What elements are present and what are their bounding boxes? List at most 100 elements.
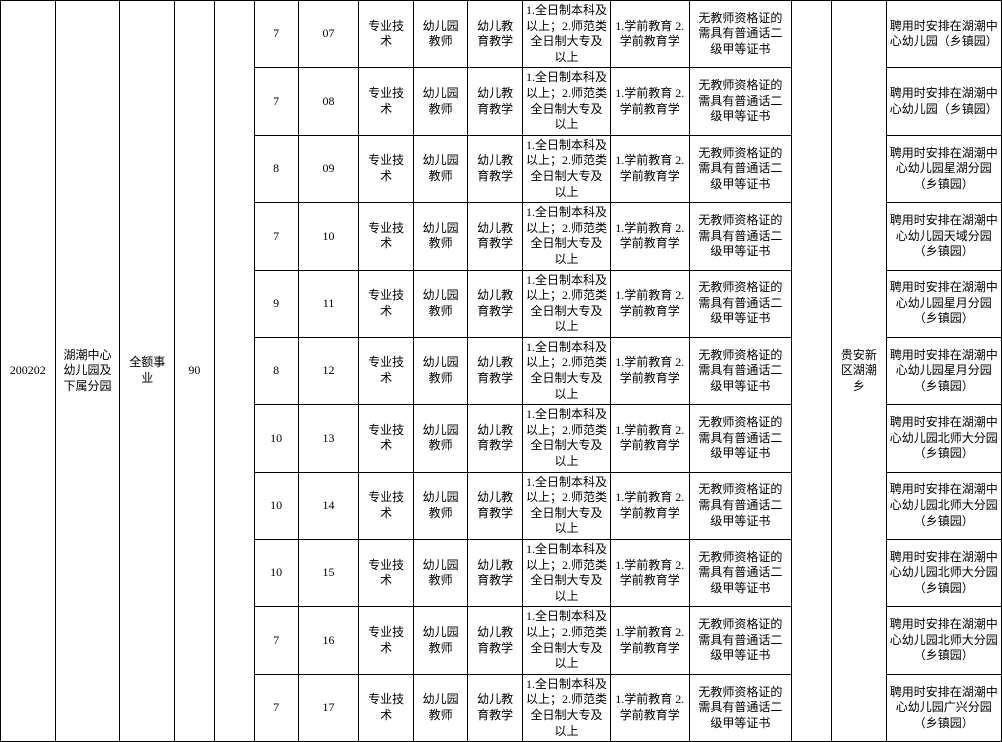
row-count: 8 [254, 337, 298, 404]
row-number: 14 [298, 472, 359, 539]
row-count: 9 [254, 270, 298, 337]
row-education: 1.全日制本科及以上；2.师范类全日制大专及以上 [522, 270, 610, 337]
row-count: 10 [254, 540, 298, 607]
row-education: 1.全日制本科及以上；2.师范类全日制大专及以上 [522, 203, 610, 270]
row-note: 聘用时安排在湖潮中心幼儿园星月分园（乡镇园） [886, 270, 1001, 337]
row-position: 幼儿园教师 [413, 674, 468, 741]
row-major: 1.学前教育 2.学前教育学 [610, 1, 689, 68]
row-cert: 无教师资格证的需具有普通话二级甲等证书 [689, 674, 792, 741]
row-education: 1.全日制本科及以上；2.师范类全日制大专及以上 [522, 405, 610, 472]
row-note: 聘用时安排在湖潮中心幼儿园北师大分园（乡镇园） [886, 540, 1001, 607]
row-note: 聘用时安排在湖潮中心幼儿园天域分园（乡镇园） [886, 203, 1001, 270]
row-subject: 幼儿教育教学 [468, 337, 523, 404]
row-note: 聘用时安排在湖潮中心幼儿园星湖分园（乡镇园） [886, 135, 1001, 202]
row-cert: 无教师资格证的需具有普通话二级甲等证书 [689, 135, 792, 202]
row-note: 聘用时安排在湖潮中心幼儿园（乡镇园） [886, 68, 1001, 135]
row-major: 1.学前教育 2.学前教育学 [610, 472, 689, 539]
row-position: 幼儿园教师 [413, 405, 468, 472]
row-count: 7 [254, 68, 298, 135]
row-education: 1.全日制本科及以上；2.师范类全日制大专及以上 [522, 540, 610, 607]
row-position: 幼儿园教师 [413, 203, 468, 270]
row-major: 1.学前教育 2.学前教育学 [610, 270, 689, 337]
row-category: 专业技术 [359, 405, 414, 472]
empty-col-2 [792, 1, 832, 742]
row-count: 10 [254, 405, 298, 472]
row-education: 1.全日制本科及以上；2.师范类全日制大专及以上 [522, 135, 610, 202]
row-position: 幼儿园教师 [413, 1, 468, 68]
row-number: 16 [298, 607, 359, 674]
row-count: 10 [254, 472, 298, 539]
row-major: 1.学前教育 2.学前教育学 [610, 540, 689, 607]
row-subject: 幼儿教育教学 [468, 203, 523, 270]
row-education: 1.全日制本科及以上；2.师范类全日制大专及以上 [522, 674, 610, 741]
row-cert: 无教师资格证的需具有普通话二级甲等证书 [689, 1, 792, 68]
row-education: 1.全日制本科及以上；2.师范类全日制大专及以上 [522, 1, 610, 68]
row-number: 07 [298, 1, 359, 68]
row-category: 专业技术 [359, 607, 414, 674]
row-education: 1.全日制本科及以上；2.师范类全日制大专及以上 [522, 68, 610, 135]
row-major: 1.学前教育 2.学前教育学 [610, 203, 689, 270]
row-education: 1.全日制本科及以上；2.师范类全日制大专及以上 [522, 607, 610, 674]
row-count: 7 [254, 674, 298, 741]
row-note: 聘用时安排在湖潮中心幼儿园（乡镇园） [886, 1, 1001, 68]
row-category: 专业技术 [359, 135, 414, 202]
row-note: 聘用时安排在湖潮中心幼儿园北师大分园（乡镇园） [886, 607, 1001, 674]
row-note: 聘用时安排在湖潮中心幼儿园星月分园（乡镇园） [886, 337, 1001, 404]
row-number: 13 [298, 405, 359, 472]
row-education: 1.全日制本科及以上；2.师范类全日制大专及以上 [522, 472, 610, 539]
row-position: 幼儿园教师 [413, 135, 468, 202]
empty-col-1 [214, 1, 254, 742]
row-subject: 幼儿教育教学 [468, 135, 523, 202]
row-position: 幼儿园教师 [413, 540, 468, 607]
location: 贵安新区湖潮乡 [832, 1, 887, 742]
row-major: 1.学前教育 2.学前教育学 [610, 68, 689, 135]
row-subject: 幼儿教育教学 [468, 68, 523, 135]
row-number: 11 [298, 270, 359, 337]
row-cert: 无教师资格证的需具有普通话二级甲等证书 [689, 405, 792, 472]
row-category: 专业技术 [359, 270, 414, 337]
row-category: 专业技术 [359, 472, 414, 539]
row-subject: 幼儿教育教学 [468, 607, 523, 674]
total-count: 90 [174, 1, 214, 742]
row-subject: 幼儿教育教学 [468, 1, 523, 68]
row-number: 15 [298, 540, 359, 607]
row-count: 7 [254, 607, 298, 674]
row-major: 1.学前教育 2.学前教育学 [610, 135, 689, 202]
row-number: 08 [298, 68, 359, 135]
row-subject: 幼儿教育教学 [468, 405, 523, 472]
row-note: 聘用时安排在湖潮中心幼儿园北师大分园（乡镇园） [886, 472, 1001, 539]
row-category: 专业技术 [359, 674, 414, 741]
unit-type: 全额事业 [120, 1, 175, 742]
row-position: 幼儿园教师 [413, 472, 468, 539]
row-position: 幼儿园教师 [413, 270, 468, 337]
row-cert: 无教师资格证的需具有普通话二级甲等证书 [689, 68, 792, 135]
row-major: 1.学前教育 2.学前教育学 [610, 674, 689, 741]
row-position: 幼儿园教师 [413, 607, 468, 674]
row-count: 7 [254, 203, 298, 270]
row-category: 专业技术 [359, 1, 414, 68]
row-cert: 无教师资格证的需具有普通话二级甲等证书 [689, 270, 792, 337]
row-education: 1.全日制本科及以上；2.师范类全日制大专及以上 [522, 337, 610, 404]
row-subject: 幼儿教育教学 [468, 270, 523, 337]
row-note: 聘用时安排在湖潮中心幼儿园北师大分园（乡镇园） [886, 405, 1001, 472]
row-cert: 无教师资格证的需具有普通话二级甲等证书 [689, 607, 792, 674]
recruitment-table: 200202湖潮中心幼儿园及下属分园全额事业90707专业技术幼儿园教师幼儿教育… [0, 0, 1002, 742]
row-subject: 幼儿教育教学 [468, 472, 523, 539]
row-category: 专业技术 [359, 203, 414, 270]
row-cert: 无教师资格证的需具有普通话二级甲等证书 [689, 540, 792, 607]
row-number: 10 [298, 203, 359, 270]
row-number: 12 [298, 337, 359, 404]
row-category: 专业技术 [359, 337, 414, 404]
row-number: 09 [298, 135, 359, 202]
row-cert: 无教师资格证的需具有普通话二级甲等证书 [689, 472, 792, 539]
row-major: 1.学前教育 2.学前教育学 [610, 607, 689, 674]
row-number: 17 [298, 674, 359, 741]
row-subject: 幼儿教育教学 [468, 674, 523, 741]
unit-code: 200202 [1, 1, 56, 742]
row-count: 7 [254, 1, 298, 68]
row-count: 8 [254, 135, 298, 202]
row-major: 1.学前教育 2.学前教育学 [610, 405, 689, 472]
row-note: 聘用时安排在湖潮中心幼儿园广兴分园（乡镇园） [886, 674, 1001, 741]
unit-name: 湖潮中心幼儿园及下属分园 [55, 1, 120, 742]
row-position: 幼儿园教师 [413, 68, 468, 135]
